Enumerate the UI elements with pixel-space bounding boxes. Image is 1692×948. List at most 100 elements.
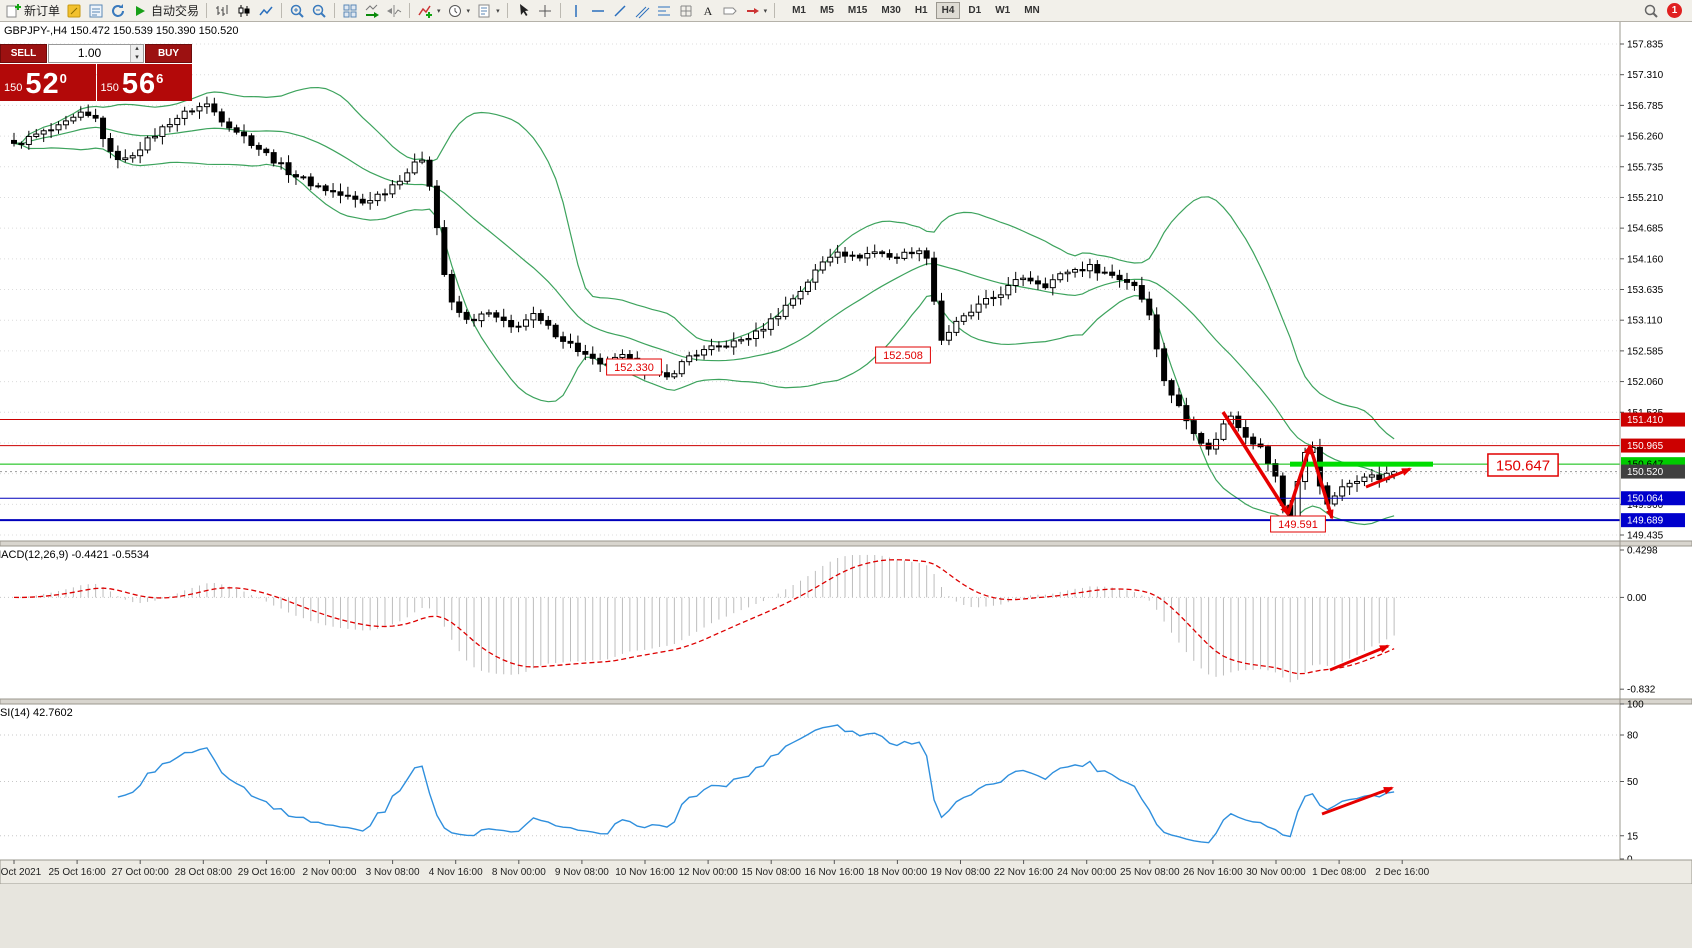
sell-price-panel[interactable]: 150 52 0 [0,64,96,101]
arrow-object-icon [746,7,759,14]
volume-field[interactable]: 1.00 ▴ ▾ [48,44,144,63]
candlestick-chart-button[interactable] [233,1,255,20]
buy-price-panel[interactable]: 150 56 6 [96,64,192,101]
one-click-trading-widget: SELL 1.00 ▴ ▾ BUY 150 52 0 150 56 6 [0,44,192,101]
arrows-button[interactable]: ▾ [741,1,771,20]
svg-text:0.00: 0.00 [1627,593,1647,604]
svg-text:4 Nov 16:00: 4 Nov 16:00 [429,867,483,878]
strategy-tester-button[interactable] [107,1,129,20]
one-click-prices: 150 52 0 150 56 6 [0,64,192,101]
timeframe-m1-button[interactable]: M1 [792,5,806,16]
svg-text:2 Nov 00:00: 2 Nov 00:00 [303,867,357,878]
svg-text:100: 100 [1627,700,1644,711]
new-order-label: 新订单 [24,4,61,18]
bar-chart-icon [216,4,228,16]
tile-windows-icon [343,4,357,17]
toolbar-separator [559,3,561,18]
svg-text:155.210: 155.210 [1627,193,1664,204]
toolbar-separator [334,3,336,18]
svg-text:50: 50 [1627,777,1639,788]
timeframe-m15-button[interactable]: M15 [847,5,868,16]
auto-trading-button[interactable]: 自动交易 [129,1,202,20]
horizontal-line-button[interactable] [587,1,609,20]
auto-trading-play-icon [136,5,146,16]
horizontal-levels[interactable] [0,419,1620,522]
timeframe-m5-button[interactable]: M5 [820,5,834,16]
template-icon [478,4,490,17]
status-strip [0,884,1692,948]
cursor-button[interactable] [512,1,534,20]
templates-button[interactable]: ▾ [473,1,503,20]
sell-price-pips: 52 [25,68,60,100]
line-chart-button[interactable] [255,1,277,20]
volume-increase-button[interactable]: ▴ [131,45,143,54]
market-watch-button[interactable] [85,1,107,20]
zoom-in-button[interactable] [286,1,308,20]
text-label-button[interactable] [719,1,741,20]
auto-trading-label: 自动交易 [151,4,200,18]
svg-text:3 Nov 08:00: 3 Nov 08:00 [366,867,420,878]
vertical-line-button[interactable] [565,1,587,20]
svg-text:152.330: 152.330 [614,362,654,374]
timeframe-mn-button[interactable]: MN [1024,5,1040,16]
timeframe-w1-button[interactable]: W1 [995,5,1011,16]
svg-text:18 Nov 00:00: 18 Nov 00:00 [868,867,928,878]
svg-text:30 Nov 00:00: 30 Nov 00:00 [1246,867,1306,878]
buy-button[interactable]: BUY [145,44,192,63]
auto-scroll-button[interactable] [361,1,383,20]
fibonacci-button[interactable] [653,1,675,20]
text-icon: A [703,4,712,18]
timeframe-d1-button[interactable]: D1 [968,5,982,16]
text-button[interactable]: A [697,1,719,20]
volume-decrease-button[interactable]: ▾ [131,53,143,62]
panel-splitter[interactable] [0,540,1692,547]
svg-text:153.110: 153.110 [1627,316,1663,327]
svg-text:149.689: 149.689 [1627,516,1664,527]
trend-arrows[interactable] [1221,411,1412,816]
svg-text:15 Nov 08:00: 15 Nov 08:00 [741,867,801,878]
svg-text:8 Nov 00:00: 8 Nov 00:00 [492,867,546,878]
highlight-level-segment[interactable] [1290,461,1433,467]
rsi-line [117,724,1395,844]
toolbar-separator [281,3,283,18]
periods-button[interactable]: ▾ [444,1,474,20]
svg-text:152.585: 152.585 [1627,346,1664,357]
metaeditor-button[interactable] [63,1,85,20]
svg-text:24 Nov 00:00: 24 Nov 00:00 [1057,867,1117,878]
svg-text:12 Nov 00:00: 12 Nov 00:00 [678,867,738,878]
buy-price-pips: 56 [121,68,157,100]
chart-shift-button[interactable] [383,1,405,20]
notifications-badge[interactable]: 1 [1667,3,1682,18]
price-annotations[interactable]: 152.330 152.508 149.591 150.647 [606,346,1559,533]
svg-text:152.060: 152.060 [1627,377,1664,388]
sell-button[interactable]: SELL [0,44,47,63]
volume-value: 1.00 [77,46,102,60]
svg-text:154.685: 154.685 [1627,224,1664,235]
new-order-button[interactable]: 新订单 [2,1,63,20]
svg-text:25 Nov 08:00: 25 Nov 08:00 [1120,867,1180,878]
chart-shift-icon [387,4,402,17]
channel-button[interactable] [631,1,653,20]
panel-splitter[interactable] [0,698,1692,705]
trendline-button[interactable] [609,1,631,20]
toolbar-separator [774,3,776,18]
timeframe-h1-button[interactable]: H1 [914,5,928,16]
bar-chart-button[interactable] [211,1,233,20]
add-indicator-button[interactable]: ▾ [414,1,444,20]
horizontal-line-icon [591,9,604,12]
timeframe-m30-button[interactable]: M30 [881,5,901,16]
macd-indicator-label: MACD(12,26,9) -0.4421 -0.5534 [0,549,150,561]
crosshair-button[interactable] [534,1,556,20]
zoom-out-button[interactable] [308,1,330,20]
timeframe-h4-button[interactable]: H4 [935,2,961,19]
rsi-indicator-label: RSI(14) 42.7602 [0,707,73,719]
search-button[interactable] [1640,1,1662,20]
clock-icon [448,4,461,17]
svg-text:-0.832: -0.832 [1627,685,1656,696]
trendline-icon [614,4,626,17]
grid-button[interactable] [675,1,697,20]
fibonacci-icon [657,6,670,15]
tile-windows-button[interactable] [339,1,361,20]
price-tag [1621,491,1685,506]
